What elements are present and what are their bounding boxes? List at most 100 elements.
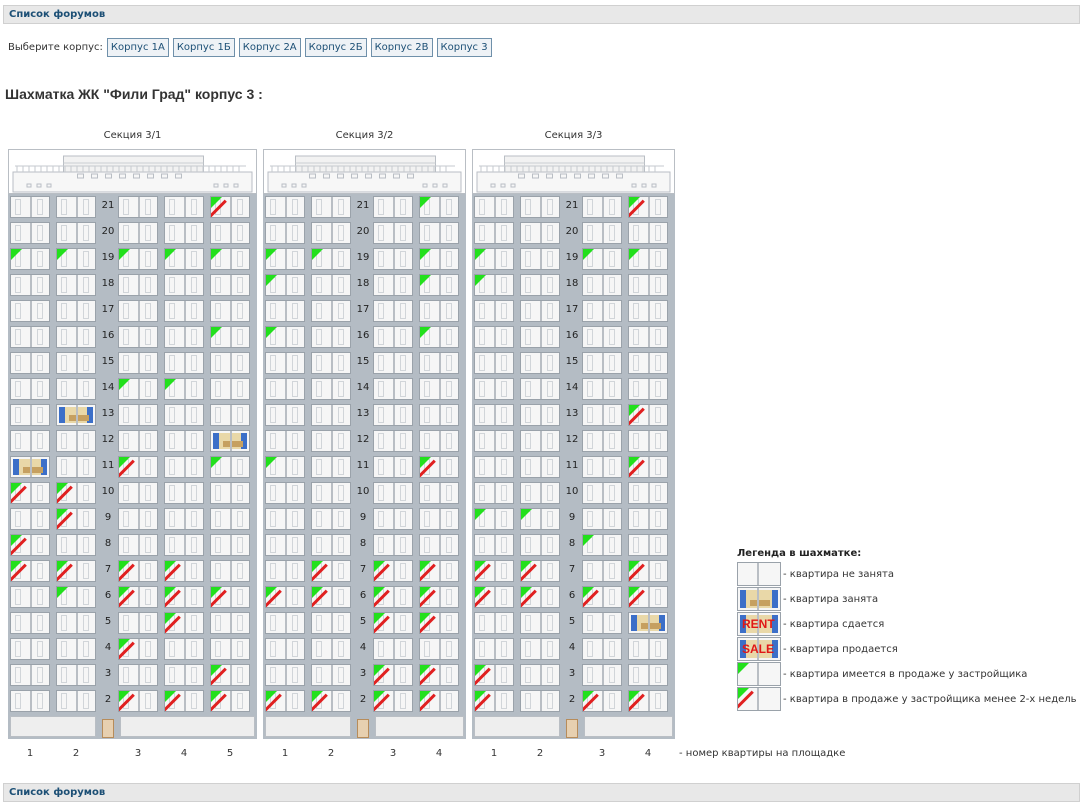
apartment-cell[interactable]	[373, 560, 413, 582]
apartment-cell[interactable]	[10, 248, 50, 270]
corpus-button-1a[interactable]: Корпус 1А	[106, 38, 169, 57]
apartment-cell[interactable]	[520, 586, 560, 608]
apartment-cell[interactable]	[265, 508, 305, 530]
apartment-cell[interactable]	[118, 378, 158, 400]
apartment-cell[interactable]	[118, 690, 158, 712]
apartment-cell[interactable]	[164, 300, 204, 322]
apartment-cell[interactable]	[582, 196, 622, 218]
apartment-cell[interactable]	[628, 638, 668, 660]
apartment-cell[interactable]	[373, 404, 413, 426]
apartment-cell[interactable]	[373, 482, 413, 504]
apartment-cell[interactable]	[311, 300, 351, 322]
apartment-cell[interactable]	[311, 534, 351, 556]
apartment-cell[interactable]	[265, 222, 305, 244]
apartment-cell[interactable]	[582, 378, 622, 400]
apartment-cell[interactable]	[56, 222, 96, 244]
apartment-cell[interactable]	[474, 300, 514, 322]
apartment-cell[interactable]	[373, 196, 413, 218]
apartment-cell[interactable]	[520, 248, 560, 270]
apartment-cell[interactable]	[474, 326, 514, 348]
apartment-cell[interactable]	[373, 222, 413, 244]
apartment-cell[interactable]	[419, 690, 459, 712]
apartment-cell[interactable]	[10, 690, 50, 712]
apartment-cell[interactable]	[520, 560, 560, 582]
apartment-cell[interactable]	[582, 638, 622, 660]
apartment-cell[interactable]	[373, 430, 413, 452]
apartment-cell[interactable]	[10, 482, 50, 504]
apartment-cell[interactable]	[419, 196, 459, 218]
apartment-cell[interactable]	[56, 274, 96, 296]
apartment-cell[interactable]	[56, 534, 96, 556]
corpus-button-3[interactable]: Корпус 3	[436, 38, 492, 57]
apartment-cell[interactable]	[210, 326, 250, 348]
apartment-cell[interactable]	[265, 404, 305, 426]
apartment-cell[interactable]	[164, 248, 204, 270]
apartment-cell[interactable]	[164, 612, 204, 634]
apartment-cell[interactable]	[118, 534, 158, 556]
apartment-cell[interactable]	[265, 352, 305, 374]
apartment-cell[interactable]	[118, 456, 158, 478]
apartment-cell[interactable]	[628, 352, 668, 374]
apartment-cell[interactable]	[265, 560, 305, 582]
apartment-cell[interactable]	[520, 378, 560, 400]
apartment-cell[interactable]	[628, 586, 668, 608]
apartment-cell[interactable]	[10, 534, 50, 556]
apartment-cell[interactable]	[582, 482, 622, 504]
apartment-cell[interactable]	[628, 612, 668, 634]
apartment-cell[interactable]	[164, 690, 204, 712]
apartment-cell[interactable]	[419, 300, 459, 322]
apartment-cell[interactable]	[520, 456, 560, 478]
apartment-cell[interactable]	[210, 430, 250, 452]
apartment-cell[interactable]	[520, 534, 560, 556]
apartment-cell[interactable]	[210, 638, 250, 660]
apartment-cell[interactable]	[520, 638, 560, 660]
apartment-cell[interactable]	[311, 404, 351, 426]
apartment-cell[interactable]	[164, 560, 204, 582]
apartment-cell[interactable]	[56, 196, 96, 218]
apartment-cell[interactable]	[474, 690, 514, 712]
apartment-cell[interactable]	[520, 508, 560, 530]
apartment-cell[interactable]	[164, 404, 204, 426]
apartment-cell[interactable]	[373, 586, 413, 608]
apartment-cell[interactable]	[520, 222, 560, 244]
apartment-cell[interactable]	[373, 352, 413, 374]
apartment-cell[interactable]	[373, 534, 413, 556]
apartment-cell[interactable]	[628, 404, 668, 426]
apartment-cell[interactable]	[56, 482, 96, 504]
apartment-cell[interactable]	[10, 508, 50, 530]
apartment-cell[interactable]	[520, 300, 560, 322]
apartment-cell[interactable]	[56, 430, 96, 452]
apartment-cell[interactable]	[210, 612, 250, 634]
apartment-cell[interactable]	[56, 404, 96, 426]
apartment-cell[interactable]	[311, 456, 351, 478]
apartment-cell[interactable]	[265, 248, 305, 270]
apartment-cell[interactable]	[311, 612, 351, 634]
apartment-cell[interactable]	[520, 430, 560, 452]
apartment-cell[interactable]	[164, 456, 204, 478]
apartment-cell[interactable]	[582, 690, 622, 712]
apartment-cell[interactable]	[118, 326, 158, 348]
apartment-cell[interactable]	[520, 404, 560, 426]
apartment-cell[interactable]	[474, 534, 514, 556]
apartment-cell[interactable]	[474, 222, 514, 244]
apartment-cell[interactable]	[474, 586, 514, 608]
apartment-cell[interactable]	[419, 378, 459, 400]
apartment-cell[interactable]	[582, 430, 622, 452]
apartment-cell[interactable]	[311, 638, 351, 660]
apartment-cell[interactable]	[419, 248, 459, 270]
apartment-cell[interactable]	[265, 638, 305, 660]
apartment-cell[interactable]	[164, 508, 204, 530]
apartment-cell[interactable]	[265, 586, 305, 608]
apartment-cell[interactable]	[520, 690, 560, 712]
apartment-cell[interactable]	[164, 378, 204, 400]
apartment-cell[interactable]	[118, 352, 158, 374]
apartment-cell[interactable]	[210, 664, 250, 686]
apartment-cell[interactable]	[311, 430, 351, 452]
apartment-cell[interactable]	[373, 664, 413, 686]
apartment-cell[interactable]	[56, 586, 96, 608]
apartment-cell[interactable]	[474, 248, 514, 270]
apartment-cell[interactable]	[210, 300, 250, 322]
apartment-cell[interactable]	[628, 378, 668, 400]
apartment-cell[interactable]	[311, 664, 351, 686]
apartment-cell[interactable]	[474, 456, 514, 478]
